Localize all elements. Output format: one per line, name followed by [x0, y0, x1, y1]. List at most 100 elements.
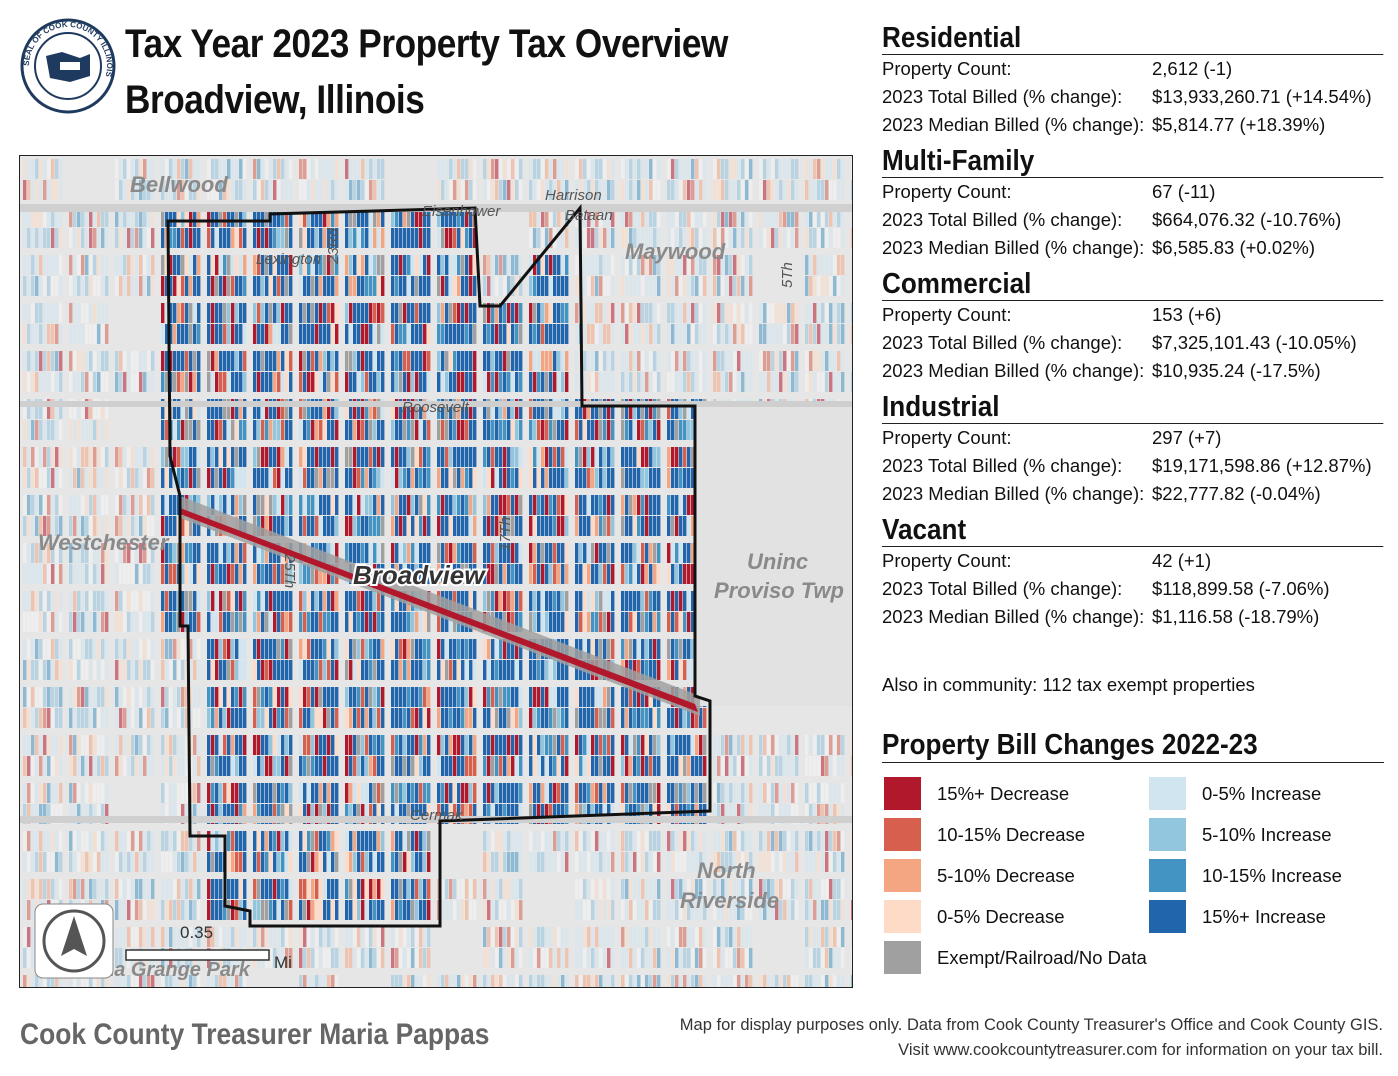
parcel — [345, 228, 349, 248]
parcel — [73, 495, 77, 515]
parcel — [381, 495, 385, 515]
parcel — [269, 612, 273, 632]
parcel — [745, 783, 749, 803]
parcel — [645, 591, 649, 611]
parcel — [55, 612, 59, 632]
parcel — [595, 159, 599, 179]
parcel — [77, 516, 81, 536]
parcel — [55, 516, 59, 536]
parcel — [169, 228, 173, 248]
parcel — [507, 372, 511, 392]
parcel — [423, 399, 427, 419]
parcel — [177, 180, 181, 200]
parcel — [717, 948, 721, 968]
parcel — [307, 948, 311, 968]
parcel — [515, 900, 519, 920]
parcel — [345, 276, 349, 296]
parcel — [791, 879, 795, 899]
parcel — [621, 900, 625, 920]
parcel — [135, 591, 139, 611]
parcel — [119, 900, 123, 920]
parcel — [189, 612, 193, 632]
parcel — [667, 831, 671, 851]
parcel — [223, 447, 227, 467]
parcel — [235, 372, 239, 392]
parcel — [557, 495, 561, 515]
parcel — [93, 351, 97, 371]
parcel — [239, 495, 243, 515]
parcel — [529, 564, 533, 584]
parcel — [725, 735, 729, 755]
parcel — [645, 495, 649, 515]
parcel — [717, 831, 721, 851]
parcel — [607, 255, 611, 275]
parcel — [837, 351, 841, 371]
parcel — [81, 543, 85, 563]
parcel — [575, 351, 579, 371]
parcel — [349, 228, 353, 248]
parcel — [583, 207, 587, 227]
parcel — [169, 207, 173, 227]
parcel — [825, 900, 829, 920]
parcel — [23, 276, 27, 296]
parcel — [805, 276, 809, 296]
parcel — [503, 495, 507, 515]
parcel — [47, 516, 51, 536]
parcel — [717, 879, 721, 899]
parcel — [745, 852, 749, 872]
map-canvas[interactable]: Bellwood Maywood Westchester Broadview U… — [20, 156, 853, 988]
parcel — [23, 948, 27, 968]
parcel — [407, 255, 411, 275]
parcel — [69, 852, 73, 872]
parcel — [89, 303, 93, 323]
parcel — [537, 495, 541, 515]
parcel — [717, 276, 721, 296]
parcel — [101, 564, 105, 584]
parcel — [243, 591, 247, 611]
parcel — [231, 975, 235, 987]
parcel — [499, 303, 503, 323]
parcel — [821, 735, 825, 755]
parcel — [657, 468, 661, 488]
parcel — [507, 516, 511, 536]
parcel — [299, 495, 303, 515]
parcel — [319, 180, 323, 200]
parcel — [691, 324, 695, 344]
parcel — [123, 516, 127, 536]
parcel — [189, 180, 193, 200]
parcel — [775, 372, 779, 392]
parcel — [361, 303, 365, 323]
parcel — [759, 228, 763, 248]
parcel — [779, 372, 783, 392]
parcel — [391, 612, 395, 632]
parcel — [377, 255, 381, 275]
parcel — [717, 783, 721, 803]
property-map[interactable]: Bellwood Maywood Westchester Broadview U… — [19, 155, 853, 988]
parcel — [557, 351, 561, 371]
parcel — [653, 927, 657, 947]
parcel — [533, 948, 537, 968]
parcel — [503, 831, 507, 851]
parcel — [69, 687, 73, 707]
parcel — [579, 420, 583, 440]
parcel — [361, 180, 365, 200]
parcel — [587, 948, 591, 968]
parcel — [307, 612, 311, 632]
parcel — [725, 159, 729, 179]
parcel — [407, 495, 411, 515]
parcel — [185, 468, 189, 488]
parcel — [599, 516, 603, 536]
parcel — [449, 276, 453, 296]
parcel — [177, 735, 181, 755]
parcel — [473, 879, 477, 899]
parcel — [59, 276, 63, 296]
parcel — [695, 852, 699, 872]
parcel — [123, 660, 127, 680]
parcel — [625, 900, 629, 920]
parcel — [415, 612, 419, 632]
parcel — [579, 948, 583, 968]
parcel — [591, 516, 595, 536]
parcel — [721, 324, 725, 344]
parcel — [23, 180, 27, 200]
parcel — [151, 468, 155, 488]
